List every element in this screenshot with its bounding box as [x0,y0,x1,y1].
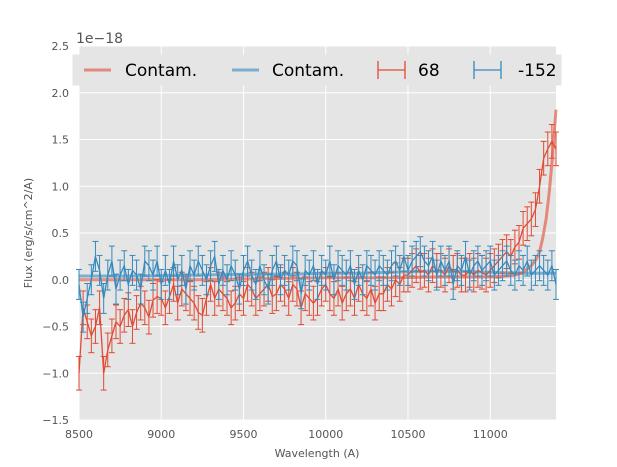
legend-label: 68 [418,61,440,81]
y-tick-label: −0.5 [42,321,69,334]
legend-entry: Contam. [84,61,197,81]
legend-label: -152 [518,61,557,81]
legend-entry: 68 [377,61,440,81]
series--152 [76,236,559,333]
legend-entry: -152 [473,61,557,81]
y-tick-label: 0.5 [52,227,70,240]
y-tick-label: −1.0 [42,367,69,380]
y-tick-label: 2.0 [52,87,70,100]
x-tick-label: 9000 [147,428,175,441]
series-line [78,250,557,318]
legend: Contam. Contam. 68 -152 [72,54,562,86]
legend-label: Contam. [125,61,197,81]
y-axis-ticks: −1.5 −1.0 −0.5 0.0 0.5 1.0 1.5 2.0 2.5 [42,40,69,427]
y-tick-label: −1.5 [42,414,69,427]
x-tick-label: 8500 [65,428,93,441]
x-tick-label: 10500 [390,428,425,441]
x-axis-label: Wavelength (A) [275,447,360,460]
legend-label: Contam. [272,61,344,81]
x-axis-ticks: 8500 9000 9500 10000 10500 11000 [65,428,508,441]
y-offset-label: 1e−18 [76,31,123,47]
y-tick-label: 2.5 [52,40,70,53]
data-series [76,124,559,391]
y-tick-label: 1.5 [52,134,70,147]
y-tick-label: 0.0 [52,274,70,287]
y-tick-label: 1.0 [52,180,70,193]
x-tick-label: 9500 [229,428,257,441]
x-tick-label: 11000 [473,428,508,441]
x-tick-label: 10000 [308,428,343,441]
legend-entry: Contam. [232,61,344,81]
y-axis-label: Flux (erg/s/cm^2/A) [22,178,35,288]
